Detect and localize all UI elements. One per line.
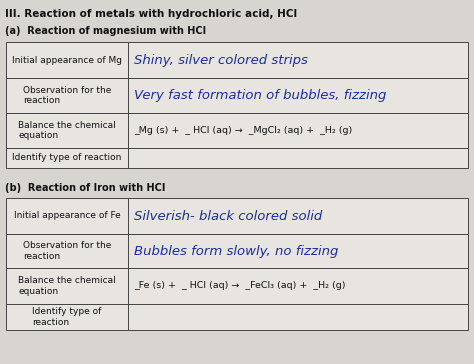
Text: (a)  Reaction of magnesium with HCl: (a) Reaction of magnesium with HCl xyxy=(5,26,206,36)
Text: (b)  Reaction of Iron with HCl: (b) Reaction of Iron with HCl xyxy=(5,183,165,193)
Bar xyxy=(6,304,468,330)
Bar xyxy=(6,234,468,268)
Bar xyxy=(6,78,468,113)
Text: III. Reaction of metals with hydrochloric acid, HCl: III. Reaction of metals with hydrochlori… xyxy=(5,9,297,19)
Text: Balance the chemical
equation: Balance the chemical equation xyxy=(18,276,116,296)
Text: Bubbles form slowly, no fizzing: Bubbles form slowly, no fizzing xyxy=(134,245,338,257)
Bar xyxy=(6,268,468,304)
Bar xyxy=(6,113,468,148)
Bar xyxy=(6,42,468,78)
Text: Identify type of reaction: Identify type of reaction xyxy=(12,154,122,162)
Text: Shiny, silver colored strips: Shiny, silver colored strips xyxy=(134,54,308,67)
Text: Identify type of
reaction: Identify type of reaction xyxy=(32,307,102,327)
Text: _Mg (s) +  _ HCl (aq) →  _MgCl₂ (aq) +  _H₂ (g): _Mg (s) + _ HCl (aq) → _MgCl₂ (aq) + _H₂… xyxy=(134,126,352,135)
Text: Observation for the
reaction: Observation for the reaction xyxy=(23,241,111,261)
Text: Balance the chemical
equation: Balance the chemical equation xyxy=(18,121,116,140)
Text: Initial appearance of Mg: Initial appearance of Mg xyxy=(12,55,122,64)
Text: Initial appearance of Fe: Initial appearance of Fe xyxy=(14,211,120,221)
Text: Silverish- black colored solid: Silverish- black colored solid xyxy=(134,210,322,222)
Text: _Fe (s) +  _ HCl (aq) →  _FeCl₃ (aq) +  _H₂ (g): _Fe (s) + _ HCl (aq) → _FeCl₃ (aq) + _H₂… xyxy=(134,281,346,290)
Text: Very fast formation of bubbles, fizzing: Very fast formation of bubbles, fizzing xyxy=(134,89,386,102)
Bar xyxy=(6,148,468,168)
Bar xyxy=(6,198,468,234)
Text: Observation for the
reaction: Observation for the reaction xyxy=(23,86,111,105)
